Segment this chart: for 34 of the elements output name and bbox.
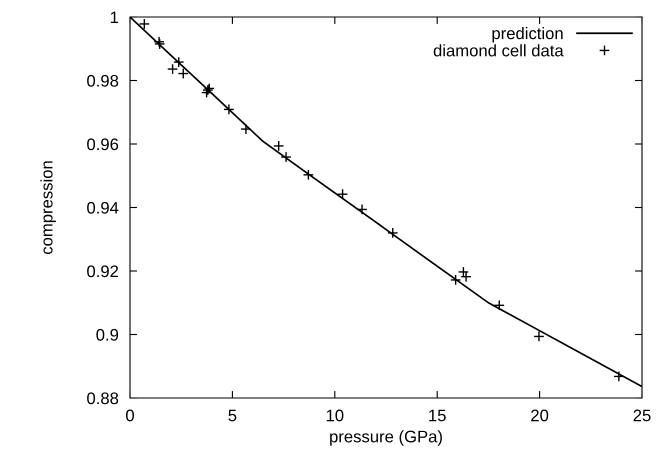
point [240, 124, 252, 135]
point [460, 271, 472, 282]
x-tick-label: 0 [126, 410, 134, 422]
y-tick-label: 0.98 [87, 74, 118, 87]
x-tick-label: 25 [634, 410, 651, 422]
y-tick-label: 0.94 [87, 202, 118, 214]
y-tick-label: 0.9 [96, 328, 118, 341]
y-tick-label: 0.92 [87, 265, 118, 278]
point [154, 38, 166, 50]
point [273, 140, 284, 152]
point [494, 300, 505, 311]
point [178, 68, 189, 80]
point [223, 104, 234, 115]
x-axis-title: pressure (GPa) [330, 430, 442, 446]
y-tick-label: 0.96 [87, 138, 118, 150]
point [533, 330, 545, 342]
legend-label: diamond cell data [434, 44, 564, 56]
point [337, 188, 348, 200]
point [613, 370, 624, 382]
point [280, 151, 292, 163]
point [387, 227, 398, 238]
point [356, 204, 368, 215]
legend-label: prediction [492, 27, 563, 43]
x-tick-label: 20 [531, 410, 548, 422]
x-tick-label: 15 [429, 410, 446, 422]
point [450, 274, 462, 286]
point [302, 169, 314, 180]
y-tick-label: 1 [110, 12, 118, 24]
x-tick-label: 5 [228, 410, 236, 422]
y-tick-label: 0.88 [87, 392, 118, 404]
point [154, 36, 165, 48]
point [138, 18, 150, 30]
y-axis-title: compression [40, 161, 56, 254]
x-tick-label: 10 [326, 410, 344, 422]
